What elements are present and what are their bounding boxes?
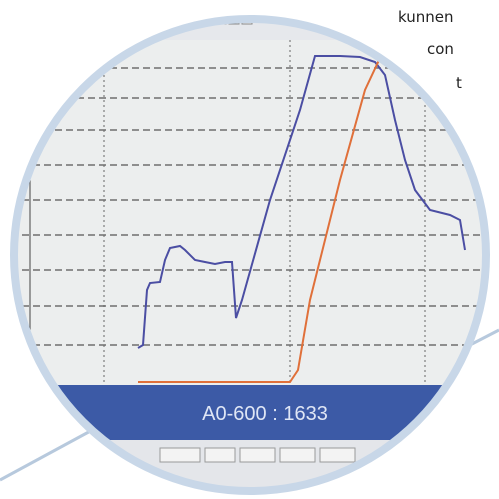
readout: A0-600 : 1633: [202, 403, 328, 425]
tabs: [160, 448, 355, 462]
side-text: t: [456, 74, 462, 92]
page: kunnen con t A0-600 : 1633: [0, 0, 499, 499]
side-text: con: [427, 40, 454, 58]
illustration: kunnen con t A0-600 : 1633: [0, 0, 499, 499]
side-text: kunnen: [398, 8, 453, 26]
lens-content: A0-600 : 1633: [0, 0, 499, 499]
